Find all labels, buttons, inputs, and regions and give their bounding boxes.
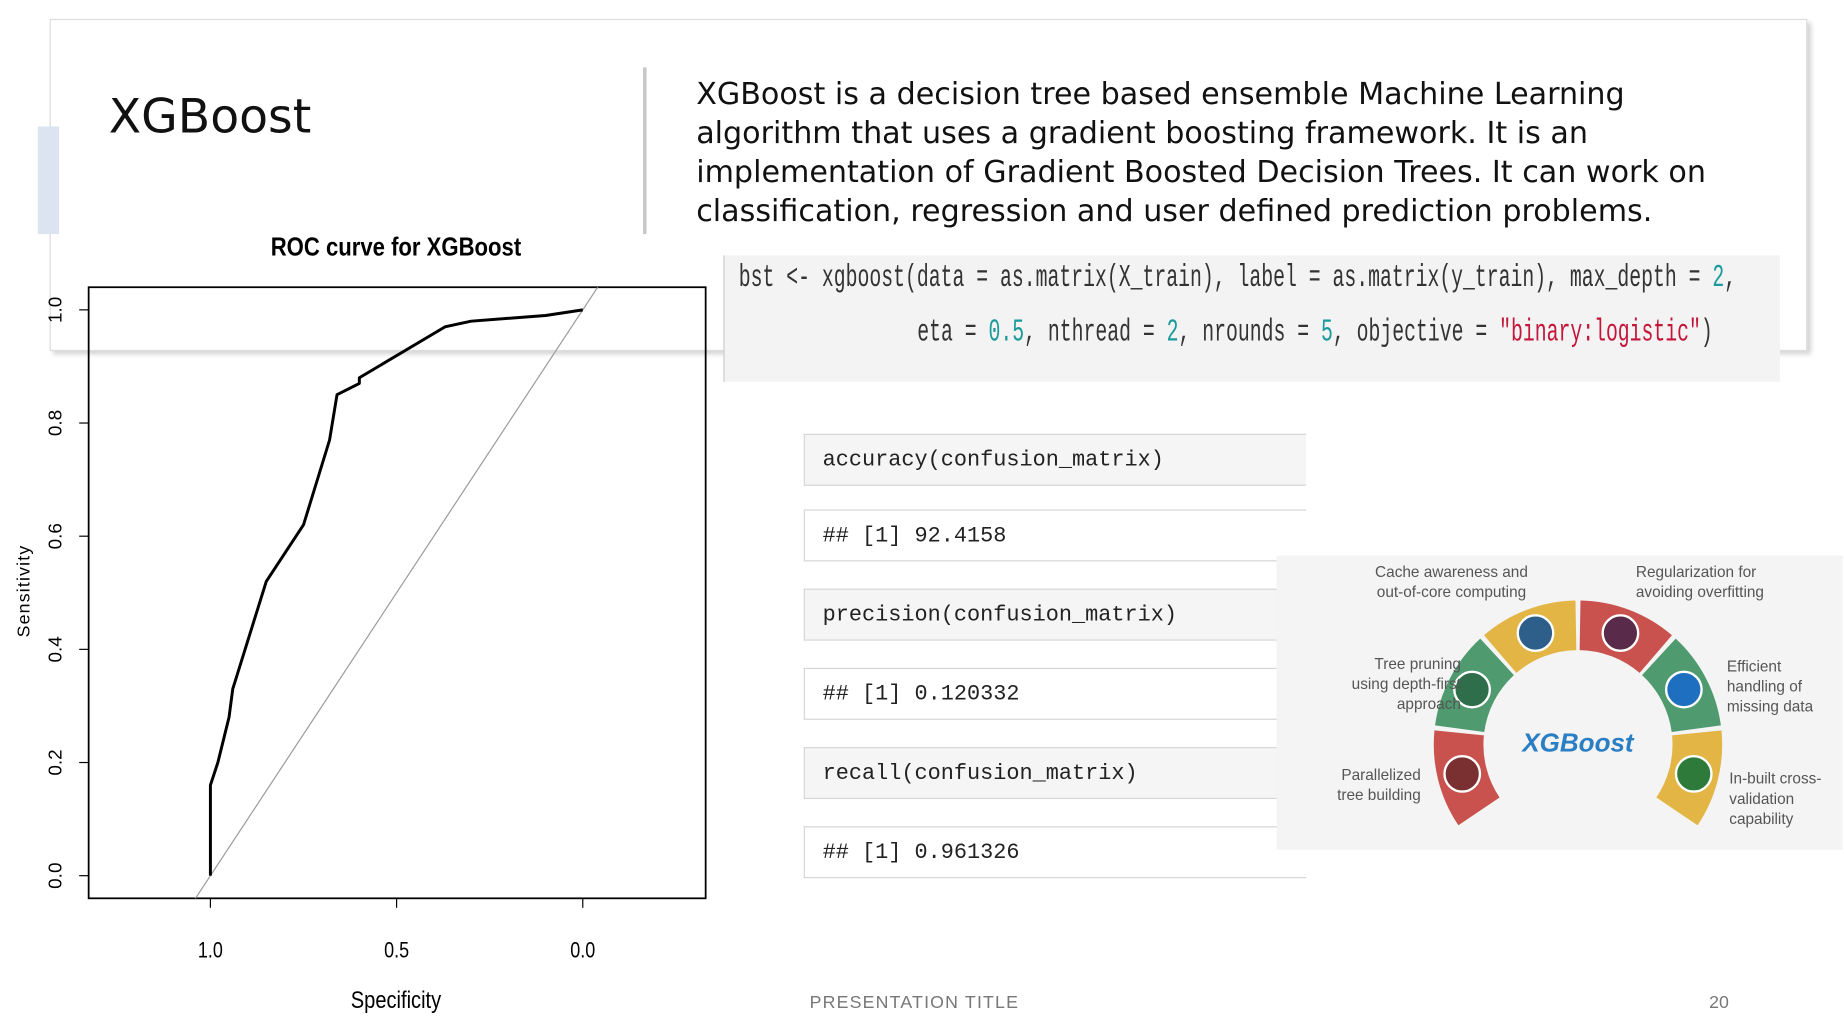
code-string: "binary:logistic" xyxy=(1499,315,1701,352)
code-token: ) xyxy=(1700,315,1713,352)
console-output: ## [1] 0.120332 xyxy=(803,667,1307,720)
infographic-label: tree building xyxy=(1337,787,1421,804)
y-tick-label: 0.0 xyxy=(45,863,66,889)
infographic-label: avoiding overfitting xyxy=(1636,584,1764,601)
infographic-label: In-built cross- xyxy=(1729,771,1821,788)
segment-icon xyxy=(1601,614,1640,652)
y-tick-label: 0.2 xyxy=(45,749,66,775)
roc-chart: ROC curve for XGBoost Specificity Sensit… xyxy=(14,233,707,1014)
segment-icon xyxy=(1443,754,1482,793)
x-tick-label: 0.0 xyxy=(570,939,595,963)
infographic-label: Efficient xyxy=(1727,658,1782,675)
infographic-label: validation xyxy=(1729,791,1794,808)
infographic: XGBoost Parallelized tree building Tree pru… xyxy=(1276,555,1843,850)
infographic-label: approach xyxy=(1397,696,1461,713)
y-axis-label: Sensitivity xyxy=(14,545,34,638)
infographic-label: out-of-core computing xyxy=(1377,584,1526,601)
code-number: 2 xyxy=(1712,261,1725,297)
console-input: recall(confusion_matrix) xyxy=(803,747,1307,800)
code-token: , objective = xyxy=(1332,315,1500,352)
infographic-label: missing data xyxy=(1727,699,1814,716)
code-number: 0.5 xyxy=(988,315,1025,352)
infographic-center: XGBoost xyxy=(1520,728,1635,758)
code-token: , nrounds = xyxy=(1178,315,1321,352)
x-axis-label: Specificity xyxy=(351,987,441,1014)
code-line: eta = 0.5, nthread = 2, nrounds = 5, obj… xyxy=(917,316,1713,351)
infographic-label: Tree pruning xyxy=(1374,656,1461,673)
console-input: precision(confusion_matrix) xyxy=(803,588,1307,641)
x-tick-label: 0.5 xyxy=(384,939,409,963)
footer: PRESENTATION TITLE xyxy=(809,992,1020,1013)
console-output: ## [1] 0.961326 xyxy=(803,826,1307,879)
y-tick-label: 0.6 xyxy=(45,523,66,549)
y-tick-label: 1.0 xyxy=(45,297,66,323)
code-number: 5 xyxy=(1320,315,1333,352)
y-tick-label: 0.8 xyxy=(45,410,66,436)
code-token: bst <- xgboost(data = as.matrix(X_train)… xyxy=(738,261,1713,297)
segment-icon xyxy=(1664,670,1703,709)
description: XGBoost is a decision tree based ensembl… xyxy=(696,76,1706,230)
segment-icon xyxy=(1516,614,1555,652)
console-input: accuracy(confusion_matrix) xyxy=(803,433,1307,486)
segment-icon xyxy=(1674,754,1713,793)
code-block: bst <- xgboost(data = as.matrix(X_train)… xyxy=(723,255,1781,382)
infographic-label: Cache awareness and xyxy=(1375,564,1528,581)
segment-icon xyxy=(1453,670,1491,709)
roc-curve xyxy=(208,308,583,876)
page-number: 20 xyxy=(1709,992,1729,1013)
code-token: eta = xyxy=(917,315,989,352)
code-token: , xyxy=(1724,261,1737,297)
reference-line xyxy=(194,287,599,899)
infographic-label: using depth-first xyxy=(1352,676,1462,693)
code-token: , nthread = xyxy=(1024,315,1167,352)
slide-title: XGBoost xyxy=(108,89,312,145)
infographic-label: capability xyxy=(1729,811,1793,828)
code-line: bst <- xgboost(data = as.matrix(X_train)… xyxy=(739,261,1736,296)
accent-bar xyxy=(37,126,60,235)
y-tick-label: 0.4 xyxy=(45,636,66,662)
divider xyxy=(643,67,647,235)
console-output: ## [1] 92.4158 xyxy=(803,509,1307,562)
infographic-label: handling of xyxy=(1727,678,1803,695)
x-tick-label: 1.0 xyxy=(198,939,223,963)
infographic-label: Regularization for xyxy=(1636,564,1756,581)
chart-title: ROC curve for XGBoost xyxy=(271,233,521,262)
code-number: 2 xyxy=(1166,315,1179,352)
infographic-label: Parallelized xyxy=(1341,767,1420,784)
